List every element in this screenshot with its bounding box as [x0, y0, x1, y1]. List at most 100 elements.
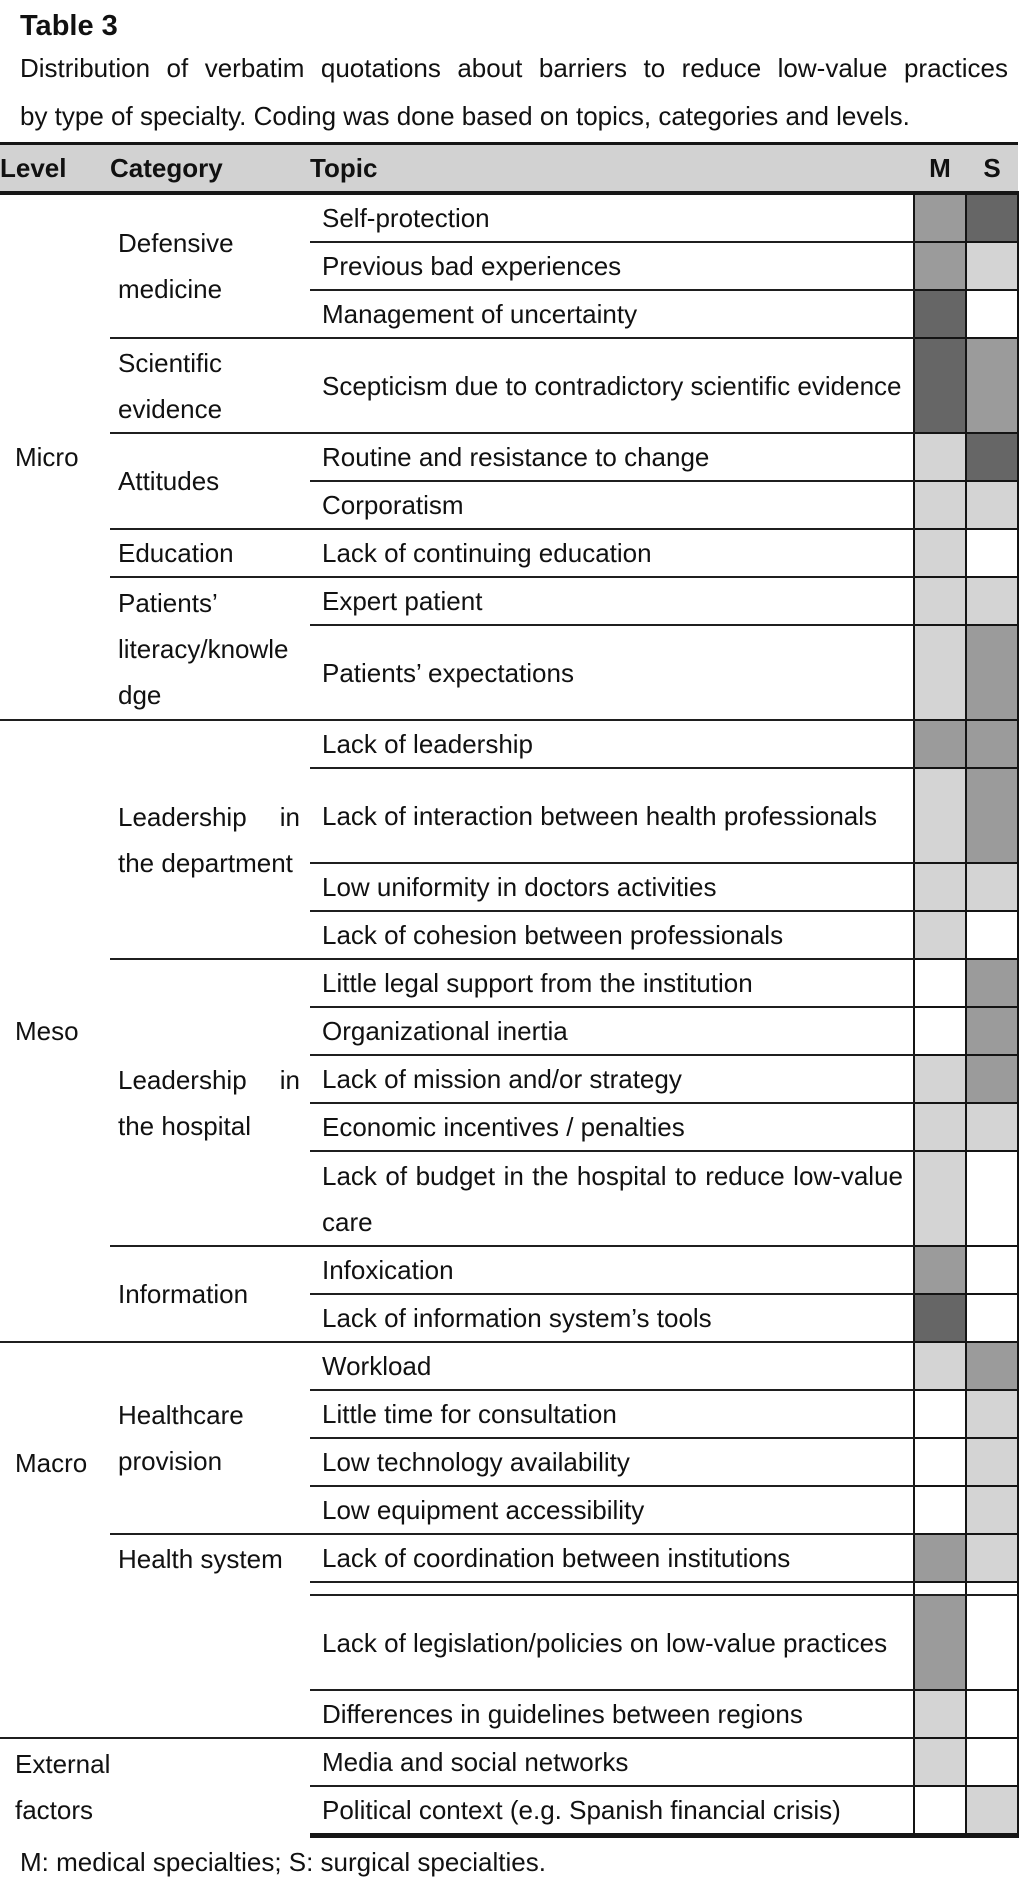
- s-shade-cell: [965, 1595, 1019, 1691]
- s-shade-cell: [965, 1390, 1019, 1439]
- s-shade-cell: [965, 1486, 1019, 1535]
- s-shade-cell: [965, 1738, 1019, 1787]
- col-header-s: S: [966, 142, 1018, 195]
- m-shade-cell: [913, 720, 967, 769]
- topic-cell: Media and social networks: [310, 1738, 914, 1787]
- s-shade-cell: [965, 911, 1019, 960]
- m-shade-cell: [913, 959, 967, 1008]
- category-cell-information: Information: [110, 1246, 310, 1343]
- m-shade-cell: [913, 338, 967, 434]
- s-shade-cell: [965, 577, 1019, 626]
- topic-cell: Self-protection: [310, 193, 914, 243]
- m-shade-cell: [913, 768, 967, 864]
- table-row: Low equipment accessibility: [0, 1486, 1019, 1535]
- category-cell-healthcare-provision: Healthcare provision: [110, 1342, 310, 1535]
- s-shade-cell: [965, 242, 1019, 291]
- m-shade-cell: [913, 290, 967, 339]
- level-cell-empty: [0, 1582, 110, 1738]
- table-row: Lack of cohesion between professionals: [0, 911, 1019, 960]
- table-row: Attitudes Routine and resistance to chan…: [0, 433, 1019, 530]
- header-row: Level Category Topic M S: [0, 142, 1018, 195]
- s-shade-cell: [965, 959, 1019, 1008]
- s-shade-cell: [965, 1438, 1019, 1487]
- table-row: Information Infoxication: [0, 1246, 1019, 1343]
- topic-cell: Lack of legislation/policies on low-valu…: [310, 1595, 914, 1691]
- s-shade-cell: [965, 433, 1019, 482]
- col-header-level: Level: [0, 142, 110, 195]
- m-shade-cell: [913, 1486, 967, 1535]
- category-cell-scientific-evidence: Scientific evidence: [110, 338, 310, 434]
- m-shade-cell: [913, 1294, 967, 1343]
- spacer-cell: [310, 1582, 914, 1596]
- topic-cell: Low technology availability: [310, 1438, 914, 1487]
- s-shade-cell: [965, 1342, 1019, 1391]
- topic-cell: Patients’ expectations: [310, 625, 914, 721]
- category-cell-education: Education: [110, 529, 310, 578]
- topic-cell: Lack of coordination between institution…: [310, 1534, 914, 1583]
- spacer-row: [0, 1582, 1019, 1738]
- table-row: Patients’ literacy/knowledge Expert pati…: [0, 577, 1019, 721]
- topic-cell: Political context (e.g. Spanish financia…: [310, 1786, 914, 1838]
- caption-line-2: by type of specialty. Coding was done ba…: [20, 101, 910, 131]
- topic-cell: Differences in guidelines between region…: [310, 1690, 914, 1739]
- level-cell-macro: Macro: [15, 1447, 88, 1478]
- topic-cell: Lack of continuing education: [310, 529, 914, 578]
- table-title: Table 3: [20, 10, 118, 42]
- m-shade-cell: [913, 1055, 967, 1104]
- m-shade-cell: [913, 1342, 967, 1391]
- category-cell-patients-literacy: Patients’ literacy/knowledge: [110, 577, 310, 721]
- table-row: Macro Healthcare provision Workload: [0, 1342, 1019, 1535]
- m-shade-cell: [913, 1151, 967, 1247]
- m-shade-cell: [913, 1690, 967, 1739]
- topic-cell: Lack of interaction between health profe…: [310, 768, 914, 864]
- table-row: Micro Defensive medicine Self-protection: [0, 193, 1019, 721]
- m-shade-cell: [913, 1438, 967, 1487]
- table-row: Organizational inertia: [0, 1007, 1019, 1056]
- table-row: Leadership in the hospital Little legal …: [0, 959, 1019, 1247]
- m-shade-cell: [913, 1738, 967, 1787]
- table-row: Lack of legislation/policies on low-valu…: [0, 1595, 1019, 1691]
- m-shade-cell: [913, 1595, 967, 1691]
- table-row: Corporatism: [0, 481, 1019, 530]
- m-shade-cell: [913, 1007, 967, 1056]
- topic-cell: Previous bad experiences: [310, 242, 914, 291]
- s-shade-cell: [965, 625, 1019, 721]
- table-row: Low uniformity in doctors activities: [0, 863, 1019, 912]
- table-row: Education Lack of continuing education: [0, 529, 1019, 578]
- m-shade-cell: [913, 529, 967, 578]
- s-shade-cell: [965, 1294, 1019, 1343]
- s-shade-cell: [965, 1534, 1019, 1583]
- table-row: Scientific evidence Scepticism due to co…: [0, 338, 1019, 434]
- topic-cell: Expert patient: [310, 577, 914, 626]
- category-cell-health-system: Health system: [118, 1543, 283, 1574]
- caption-line-1: Distribution of verbatim quotations abou…: [20, 53, 1008, 83]
- barriers-table: Level Category Topic M S Micro Defensive…: [0, 142, 1019, 1838]
- s-shade-cell: [965, 1786, 1019, 1838]
- table-row: Patients’ expectations: [0, 625, 1019, 721]
- topic-cell: Corporatism: [310, 481, 914, 530]
- topic-cell: Low equipment accessibility: [310, 1486, 914, 1535]
- s-shade-cell: [965, 1007, 1019, 1056]
- col-header-category: Category: [110, 142, 310, 195]
- topic-cell: Lack of cohesion between professionals: [310, 911, 914, 960]
- table-row: Management of uncertainty: [0, 290, 1019, 339]
- topic-cell: Lack of leadership: [310, 720, 914, 769]
- category-cell-attitudes: Attitudes: [110, 433, 310, 530]
- topic-cell: Low uniformity in doctors activities: [310, 863, 914, 912]
- category-cell-empty: [110, 1737, 310, 1836]
- m-shade-cell: [913, 242, 967, 291]
- col-header-topic: Topic: [310, 142, 914, 195]
- s-shade-cell: [965, 720, 1019, 769]
- topic-cell: Little legal support from the institutio…: [310, 959, 914, 1008]
- topic-cell: Infoxication: [310, 1246, 914, 1295]
- s-shade-cell: [965, 1151, 1019, 1247]
- m-shade-cell: [913, 1786, 967, 1838]
- level-cell-micro: Micro: [0, 193, 110, 721]
- category-cell-empty: [110, 1582, 310, 1738]
- table-row: Little time for consultation: [0, 1390, 1019, 1439]
- topic-cell: Little time for consultation: [310, 1390, 914, 1439]
- level-cell-meso: Meso: [0, 720, 110, 1343]
- spacer-cell: [913, 1582, 967, 1596]
- table-row: Low technology availability: [0, 1438, 1019, 1487]
